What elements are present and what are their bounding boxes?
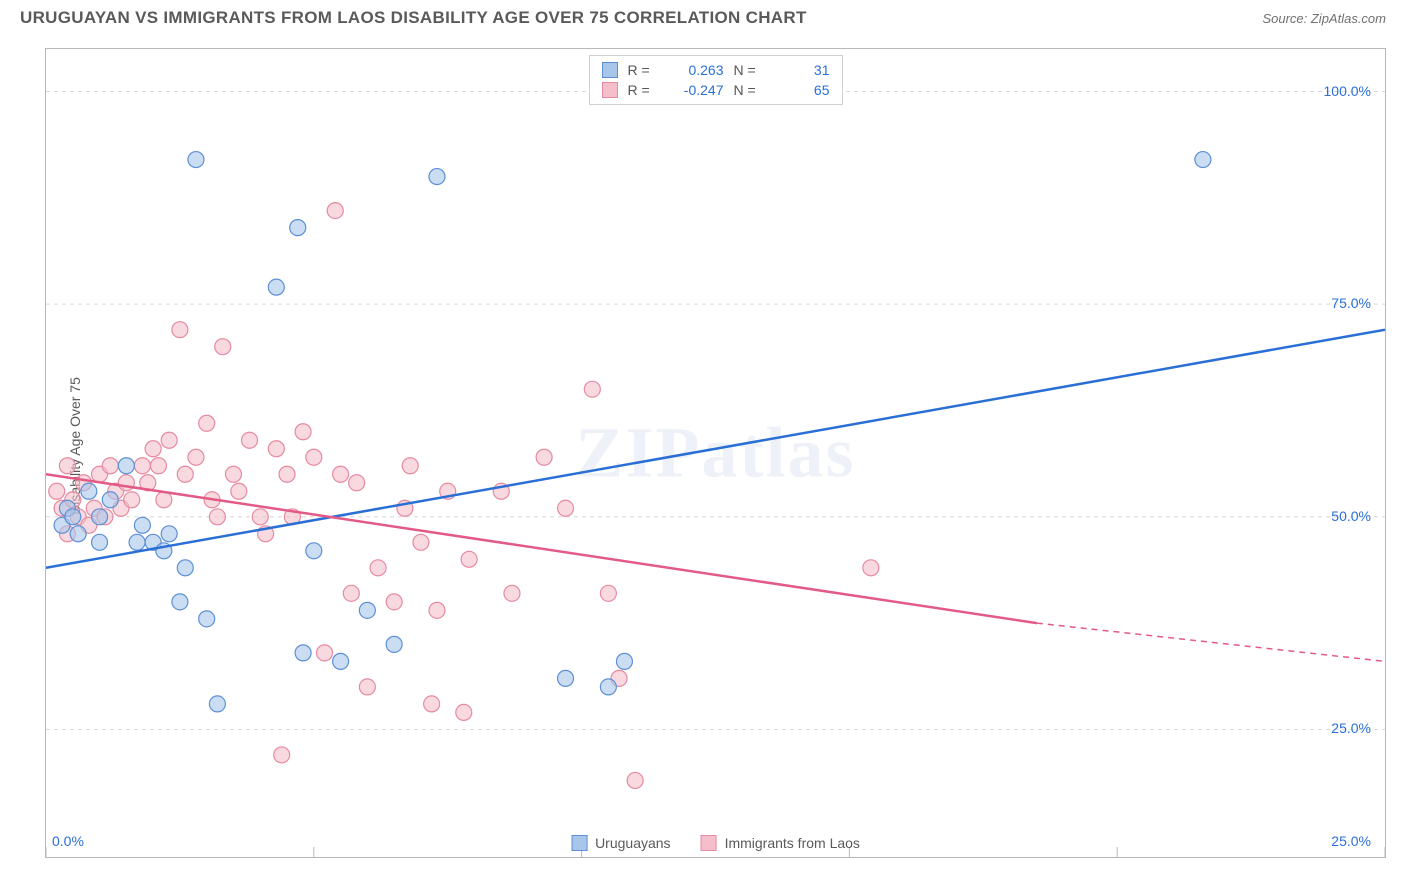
source-name: ZipAtlas.com — [1311, 11, 1386, 26]
y-tick-label: 100.0% — [1324, 83, 1371, 99]
legend-row: R = 0.263 N = 31 — [602, 60, 830, 80]
legend-item: Uruguayans — [571, 835, 671, 851]
correlation-legend: R = 0.263 N = 31 R = -0.247 N = 65 — [589, 55, 843, 105]
y-tick-label: 50.0% — [1331, 508, 1371, 524]
legend-label: Uruguayans — [595, 835, 671, 851]
legend-swatch — [602, 82, 618, 98]
series-legend: Uruguayans Immigrants from Laos — [571, 835, 860, 851]
legend-row: R = -0.247 N = 65 — [602, 80, 830, 100]
legend-swatch — [602, 62, 618, 78]
legend-text: -0.247 — [666, 82, 724, 98]
legend-text: N = — [734, 82, 762, 98]
legend-text: R = — [628, 62, 656, 78]
source-prefix: Source: — [1262, 11, 1310, 26]
legend-text: 65 — [772, 82, 830, 98]
legend-text: 0.263 — [666, 62, 724, 78]
y-tick-label: 75.0% — [1331, 295, 1371, 311]
legend-text: 31 — [772, 62, 830, 78]
legend-item: Immigrants from Laos — [701, 835, 860, 851]
legend-swatch — [571, 835, 587, 851]
chart-area: ZIPatlas R =0.263N =31R =-0.247N =65 Uru… — [45, 48, 1386, 858]
legend-label: Immigrants from Laos — [725, 835, 860, 851]
chart-source: Source: ZipAtlas.com — [1262, 11, 1386, 26]
legend-text: N = — [734, 62, 762, 78]
legend-text: R = — [628, 82, 656, 98]
y-tick-label: 25.0% — [1331, 720, 1371, 736]
chart-title: URUGUAYAN VS IMMIGRANTS FROM LAOS DISABI… — [20, 8, 807, 28]
x-tick-label: 0.0% — [52, 833, 84, 849]
x-tick-label: 25.0% — [1331, 833, 1371, 849]
scatter-plot — [46, 49, 1385, 857]
legend-swatch — [701, 835, 717, 851]
chart-header: URUGUAYAN VS IMMIGRANTS FROM LAOS DISABI… — [0, 0, 1406, 32]
